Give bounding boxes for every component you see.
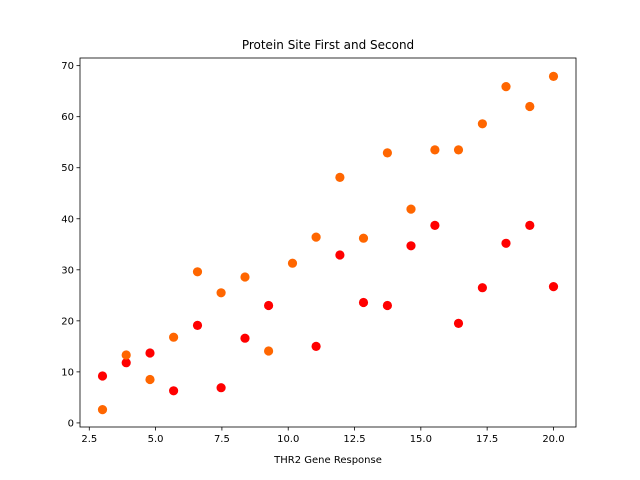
data-point-series-1-2 xyxy=(121,358,131,368)
data-point-series-2-3 xyxy=(145,374,155,385)
y-tick-label: 50 xyxy=(61,163,74,174)
data-point-series-1-3 xyxy=(145,348,155,358)
x-tick-label: 12.5 xyxy=(343,434,365,445)
data-point-series-2-12 xyxy=(358,233,369,243)
x-tick-label: 2.5 xyxy=(81,434,97,445)
data-point-series-2-1 xyxy=(97,405,108,415)
y-tick-label: 70 xyxy=(61,61,74,72)
data-point-series-1-7 xyxy=(240,333,250,343)
data-point-series-2-18 xyxy=(501,82,511,92)
x-tick-label: 20.0 xyxy=(542,434,564,445)
points-layer xyxy=(97,71,559,415)
data-point-series-1-12 xyxy=(382,300,392,311)
data-point-series-2-7 xyxy=(240,272,250,282)
data-point-series-2-19 xyxy=(525,101,535,112)
y-tick-label: 10 xyxy=(61,367,74,378)
data-point-series-2-13 xyxy=(382,148,392,158)
data-point-series-2-20 xyxy=(548,71,559,81)
data-point-series-1-17 xyxy=(501,238,511,248)
x-axis-label: THR2 Gene Response xyxy=(273,455,382,466)
data-point-series-2-8 xyxy=(264,346,274,356)
data-point-series-2-9 xyxy=(287,258,298,268)
chart-title: Protein Site First and Second xyxy=(242,38,414,52)
data-point-series-1-14 xyxy=(430,220,440,230)
data-point-series-2-5 xyxy=(192,267,203,277)
data-point-series-2-4 xyxy=(169,332,179,342)
data-point-series-2-10 xyxy=(311,232,321,242)
x-tick-label: 17.5 xyxy=(476,434,498,445)
data-point-series-1-18 xyxy=(525,220,535,230)
data-point-series-2-14 xyxy=(406,204,416,214)
data-point-series-2-6 xyxy=(216,288,226,298)
data-point-series-1-9 xyxy=(311,341,321,351)
y-tick-label: 60 xyxy=(61,112,74,123)
x-tick-label: 15.0 xyxy=(410,434,432,445)
data-point-series-1-10 xyxy=(335,250,345,260)
y-tick-label: 20 xyxy=(61,316,74,327)
data-point-series-1-5 xyxy=(192,320,203,330)
data-point-series-1-13 xyxy=(406,241,416,251)
x-tick-label: 5.0 xyxy=(148,434,164,445)
data-point-series-2-16 xyxy=(453,145,464,155)
data-point-series-1-16 xyxy=(477,283,487,293)
plot-frame xyxy=(79,57,577,428)
y-tick-label: 30 xyxy=(61,265,74,276)
x-tick-label: 7.5 xyxy=(214,434,230,445)
data-point-series-1-4 xyxy=(169,386,179,396)
data-point-series-2-15 xyxy=(430,145,440,155)
data-point-series-1-8 xyxy=(264,300,274,311)
data-point-series-2-17 xyxy=(477,119,487,129)
x-tick-label: 10.0 xyxy=(277,434,299,445)
y-tick-label: 40 xyxy=(61,214,74,225)
data-point-series-1-6 xyxy=(216,383,226,393)
data-point-series-1-15 xyxy=(453,318,464,328)
y-axis-ticks: 0 10 20 30 40 50 60 70 xyxy=(61,61,80,429)
data-point-series-2-2 xyxy=(121,350,131,360)
data-point-series-1-11 xyxy=(358,297,369,308)
data-point-series-2-11 xyxy=(335,172,345,182)
data-point-series-1-19 xyxy=(548,282,559,292)
y-tick-label: 0 xyxy=(68,418,74,429)
x-axis-ticks: 2.5 5.0 7.5 10.0 12.5 15.0 17.5 20.0 xyxy=(81,427,565,445)
data-point-series-1-1 xyxy=(97,371,108,381)
